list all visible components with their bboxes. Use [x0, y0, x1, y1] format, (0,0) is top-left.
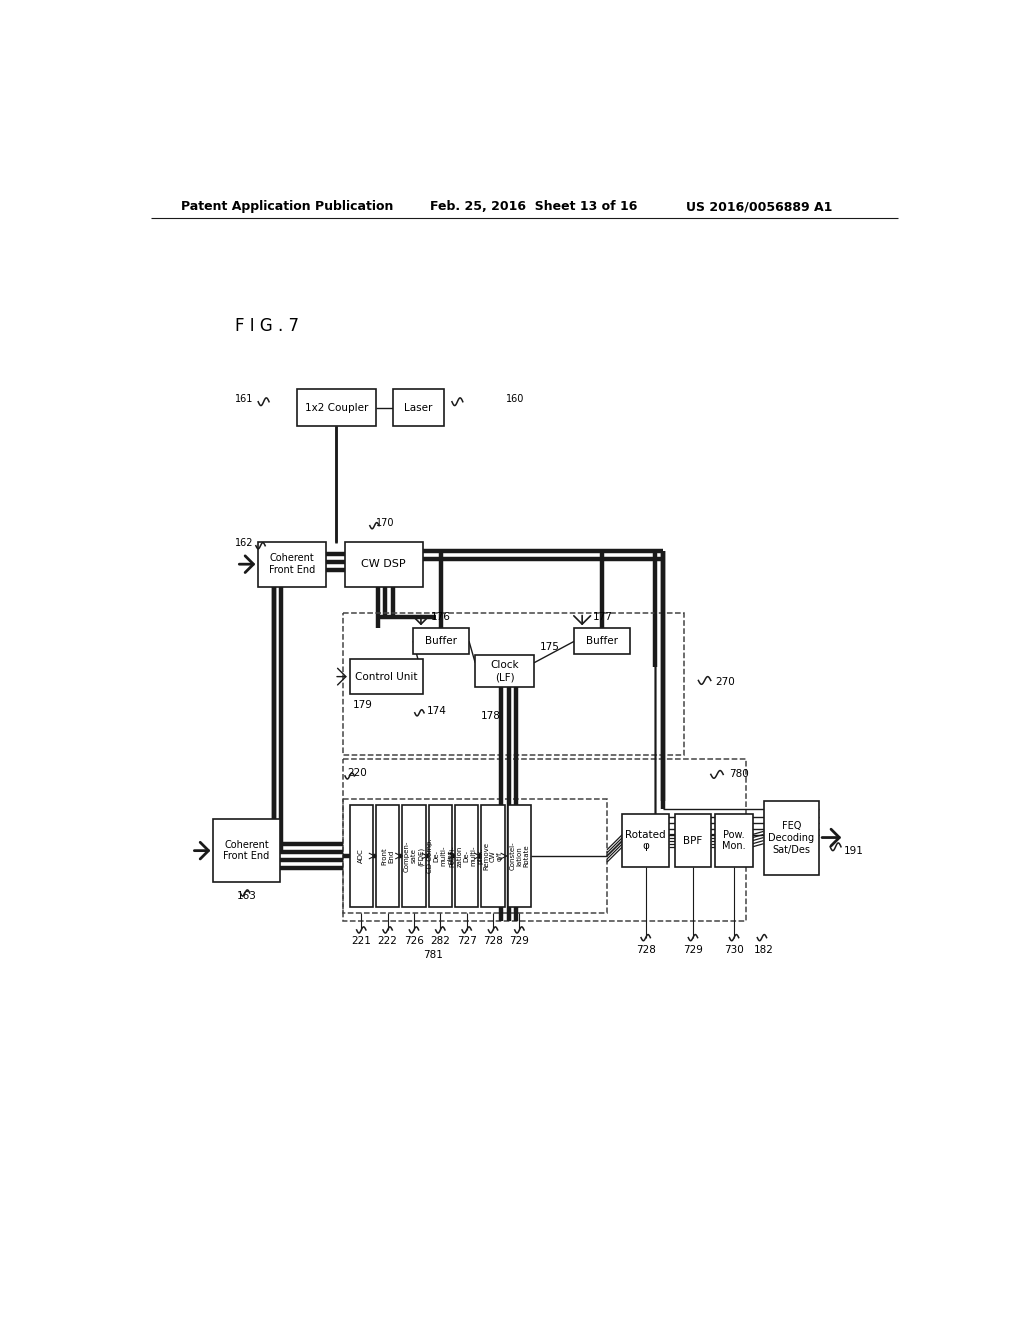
- Bar: [716, 814, 753, 867]
- Text: Feb. 25, 2016  Sheet 13 of 16: Feb. 25, 2016 Sheet 13 of 16: [430, 201, 638, 214]
- Text: 729: 729: [683, 945, 702, 954]
- Text: BPF: BPF: [683, 836, 702, 846]
- Text: 191: 191: [844, 846, 864, 857]
- Text: 727: 727: [457, 936, 476, 945]
- Text: F I G . 7: F I G . 7: [234, 317, 299, 335]
- Bar: [297, 389, 376, 426]
- Text: 728: 728: [483, 936, 503, 945]
- Text: CD Comp.
De-
multi-
plex.: CD Comp. De- multi- plex.: [427, 838, 454, 874]
- Text: 729: 729: [509, 936, 529, 945]
- Text: 270: 270: [716, 677, 735, 686]
- Text: US 2016/0056889 A1: US 2016/0056889 A1: [686, 201, 833, 214]
- Text: 220: 220: [347, 768, 367, 777]
- Bar: [258, 543, 327, 586]
- Text: 174: 174: [426, 706, 446, 717]
- Text: FEQ
Decoding
Sat/Des: FEQ Decoding Sat/Des: [768, 821, 814, 854]
- Text: 1x2 Coupler: 1x2 Coupler: [305, 403, 369, 413]
- Bar: [402, 805, 426, 907]
- Bar: [675, 814, 711, 867]
- Text: Rotated
φ: Rotated φ: [626, 830, 666, 851]
- Text: Laser: Laser: [404, 403, 433, 413]
- Bar: [213, 818, 280, 882]
- Text: 177: 177: [592, 612, 612, 622]
- Bar: [574, 628, 630, 655]
- Text: Control Unit: Control Unit: [355, 672, 418, 681]
- Text: Coherent
Front End: Coherent Front End: [269, 553, 315, 576]
- Bar: [475, 655, 535, 688]
- Text: 726: 726: [404, 936, 424, 945]
- Bar: [455, 805, 478, 907]
- Text: Buffer: Buffer: [587, 636, 618, 647]
- Text: ADC: ADC: [358, 849, 365, 863]
- Text: 781: 781: [423, 949, 442, 960]
- Text: 175: 175: [541, 643, 560, 652]
- Bar: [345, 543, 423, 586]
- Text: Pow.
Mon.: Pow. Mon.: [722, 830, 745, 851]
- Text: 161: 161: [236, 393, 254, 404]
- Bar: [349, 659, 423, 694]
- Bar: [481, 805, 505, 907]
- Text: Remove
CW
φ/f: Remove CW φ/f: [483, 842, 503, 870]
- Bar: [508, 805, 531, 907]
- Text: 160: 160: [506, 393, 524, 404]
- Text: 170: 170: [376, 517, 394, 528]
- Bar: [393, 389, 444, 426]
- Text: 176: 176: [431, 612, 451, 622]
- Bar: [343, 759, 746, 921]
- Text: 222: 222: [378, 936, 397, 945]
- Bar: [343, 612, 684, 755]
- Text: 178: 178: [480, 711, 501, 721]
- Text: Constel-
lation
Rotate: Constel- lation Rotate: [509, 842, 529, 870]
- Text: Coherent
Front End: Coherent Front End: [223, 840, 269, 862]
- Text: Clock
(LF): Clock (LF): [490, 660, 519, 682]
- Text: 728: 728: [636, 945, 655, 954]
- Bar: [429, 805, 452, 907]
- Text: 221: 221: [351, 936, 372, 945]
- Text: 162: 162: [236, 539, 254, 548]
- Text: 730: 730: [724, 945, 743, 954]
- Text: Polari-
zation
De-
multi-
plex.: Polari- zation De- multi- plex.: [450, 845, 483, 867]
- Bar: [764, 801, 819, 874]
- Text: CW DSP: CW DSP: [361, 560, 407, 569]
- Bar: [623, 814, 669, 867]
- Bar: [376, 805, 399, 907]
- Text: 282: 282: [430, 936, 451, 945]
- Bar: [343, 799, 607, 913]
- Text: Front
End: Front End: [381, 847, 394, 865]
- Text: Compen-
sate
(FDE): Compen- sate (FDE): [403, 841, 424, 871]
- Text: 179: 179: [352, 700, 373, 710]
- Text: Buffer: Buffer: [425, 636, 457, 647]
- Bar: [349, 805, 373, 907]
- Bar: [414, 628, 469, 655]
- Text: 780: 780: [729, 770, 749, 779]
- Text: 182: 182: [754, 945, 773, 954]
- Text: 163: 163: [237, 891, 257, 902]
- Text: Patent Application Publication: Patent Application Publication: [180, 201, 393, 214]
